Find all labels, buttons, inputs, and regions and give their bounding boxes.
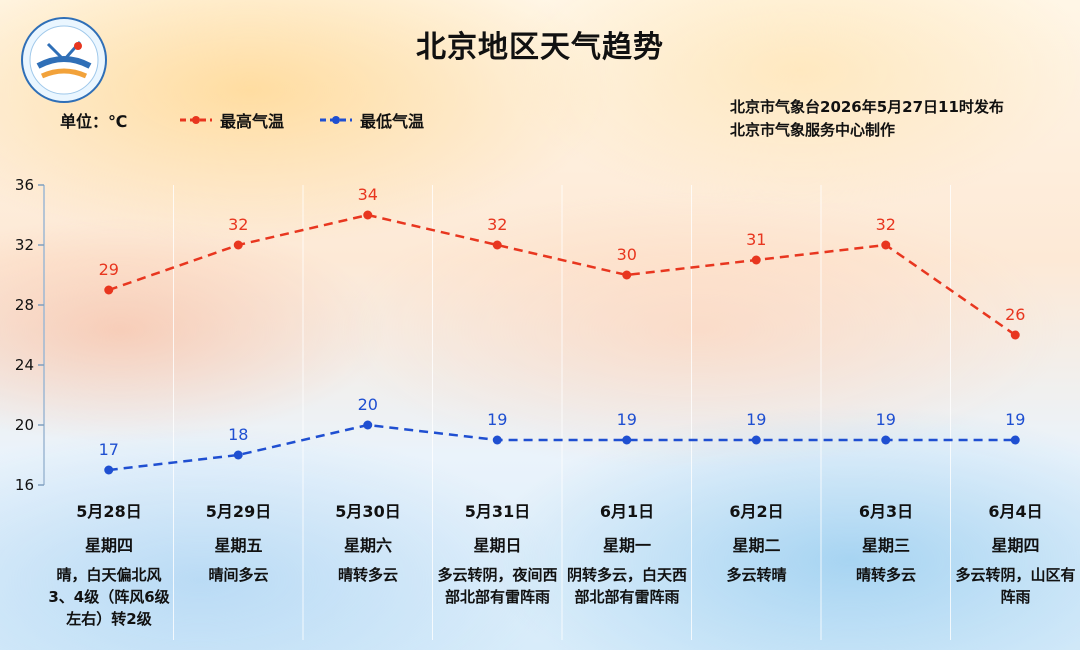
legend-low-label: 最低气温	[360, 112, 425, 131]
legend-high-label: 最高气温	[220, 112, 285, 131]
high-temp-label: 34	[358, 185, 378, 204]
day-date: 5月31日	[464, 502, 531, 521]
y-tick-label: 32	[15, 236, 34, 254]
high-temp-label: 32	[876, 215, 896, 234]
legend-high: 最高气温	[178, 108, 284, 132]
low-temp-point	[233, 450, 243, 460]
high-temp-label: 30	[617, 245, 637, 264]
low-temp-point	[1010, 435, 1020, 445]
y-tick-label: 20	[15, 416, 34, 434]
day-weekday: 星期日	[473, 536, 522, 555]
day-date: 6月2日	[729, 502, 784, 521]
day-column: 6月1日星期一阴转多云，白天西部北部有雷阵雨	[562, 490, 692, 608]
high-temp-point	[1010, 330, 1020, 340]
low-temp-label: 19	[876, 410, 896, 429]
day-weather-desc: 阴转多云，白天西部北部有雷阵雨	[566, 566, 687, 606]
day-column: 6月4日星期四多云转阴，山区有阵雨	[951, 490, 1080, 608]
day-weekday: 星期四	[991, 536, 1040, 555]
low-temp-label: 20	[358, 395, 378, 414]
day-weather-desc: 晴转多云	[337, 566, 398, 584]
day-weekday: 星期五	[214, 536, 263, 555]
day-weather-desc: 晴间多云	[208, 566, 269, 584]
high-temp-label: 26	[1005, 305, 1025, 324]
high-temp-point	[751, 255, 761, 265]
day-date: 5月28日	[76, 502, 142, 521]
day-column: 5月30日星期六晴转多云	[303, 490, 433, 586]
day-date: 6月4日	[988, 502, 1043, 521]
low-temp-label: 19	[1005, 410, 1025, 429]
low-temp-point	[622, 435, 632, 445]
high-temp-point	[492, 240, 502, 250]
legend-low: 最低气温	[318, 108, 424, 132]
publish-line-2: 北京市气象服务中心制作	[730, 121, 896, 139]
high-temp-line	[108, 213, 1016, 337]
high-temp-label: 31	[746, 230, 766, 249]
low-temp-point	[881, 435, 891, 445]
day-date: 6月1日	[599, 502, 655, 521]
day-weekday: 星期一	[602, 536, 651, 555]
day-weather-desc: 多云转阴，山区有阵雨	[955, 566, 1076, 606]
low-temp-point	[363, 420, 373, 430]
day-weather-desc: 晴转多云	[855, 566, 916, 584]
day-weekday: 星期四	[84, 536, 133, 555]
day-column: 5月28日星期四晴，白天偏北风3、4级（阵风6级左右）转2级	[44, 490, 174, 630]
low-temp-line	[108, 423, 1016, 472]
legend-high-marker	[180, 116, 212, 124]
day-column: 5月31日星期日多云转阴，夜间西部北部有雷阵雨	[433, 490, 563, 608]
high-temp-label: 32	[228, 215, 248, 234]
legend-low-marker	[320, 116, 352, 124]
y-tick-label: 36	[15, 176, 34, 194]
high-temp-point	[104, 285, 114, 295]
y-tick-label: 16	[15, 476, 34, 494]
low-temp-label: 19	[617, 410, 637, 429]
high-temp-point	[363, 210, 373, 220]
day-weather-desc: 晴，白天偏北风3、4级（阵风6级左右）转2级	[48, 566, 170, 628]
day-weather-desc: 多云转晴	[726, 566, 787, 584]
day-column: 6月3日星期三晴转多云	[821, 490, 951, 586]
high-temp-point	[233, 240, 243, 250]
day-date: 5月29日	[205, 502, 272, 521]
unit-label: 单位：℃	[60, 112, 128, 131]
day-column: 5月29日星期五晴间多云	[174, 490, 304, 586]
publish-line-1: 北京市气象台2026年5月27日11时发布	[730, 98, 1004, 116]
high-temp-point	[881, 240, 891, 250]
low-temp-point	[751, 435, 761, 445]
day-date: 6月3日	[858, 502, 914, 521]
publish-info: 北京市气象台2026年5月27日11时发布 北京市气象服务中心制作	[730, 96, 1004, 142]
low-temp-point	[104, 465, 114, 475]
low-temp-label: 17	[99, 440, 119, 459]
day-weekday: 星期二	[732, 536, 781, 555]
day-column: 6月2日星期二多云转晴	[692, 490, 822, 586]
low-temp-label: 19	[487, 410, 507, 429]
page-title: 北京地区天气趋势	[416, 30, 664, 65]
day-date: 5月30日	[335, 502, 401, 521]
day-weather-desc: 多云转阴，夜间西部北部有雷阵雨	[437, 566, 558, 606]
y-tick-label: 28	[15, 296, 34, 314]
low-temp-label: 18	[228, 425, 248, 444]
high-temp-label: 32	[487, 215, 507, 234]
high-temp-point	[622, 270, 632, 280]
low-temp-label: 19	[746, 410, 766, 429]
day-weekday: 星期六	[343, 536, 392, 555]
meteorological-logo	[21, 17, 107, 103]
high-temp-label: 29	[99, 260, 119, 279]
y-tick-label: 24	[15, 356, 34, 374]
day-weekday: 星期三	[861, 536, 910, 555]
low-temp-point	[492, 435, 502, 445]
